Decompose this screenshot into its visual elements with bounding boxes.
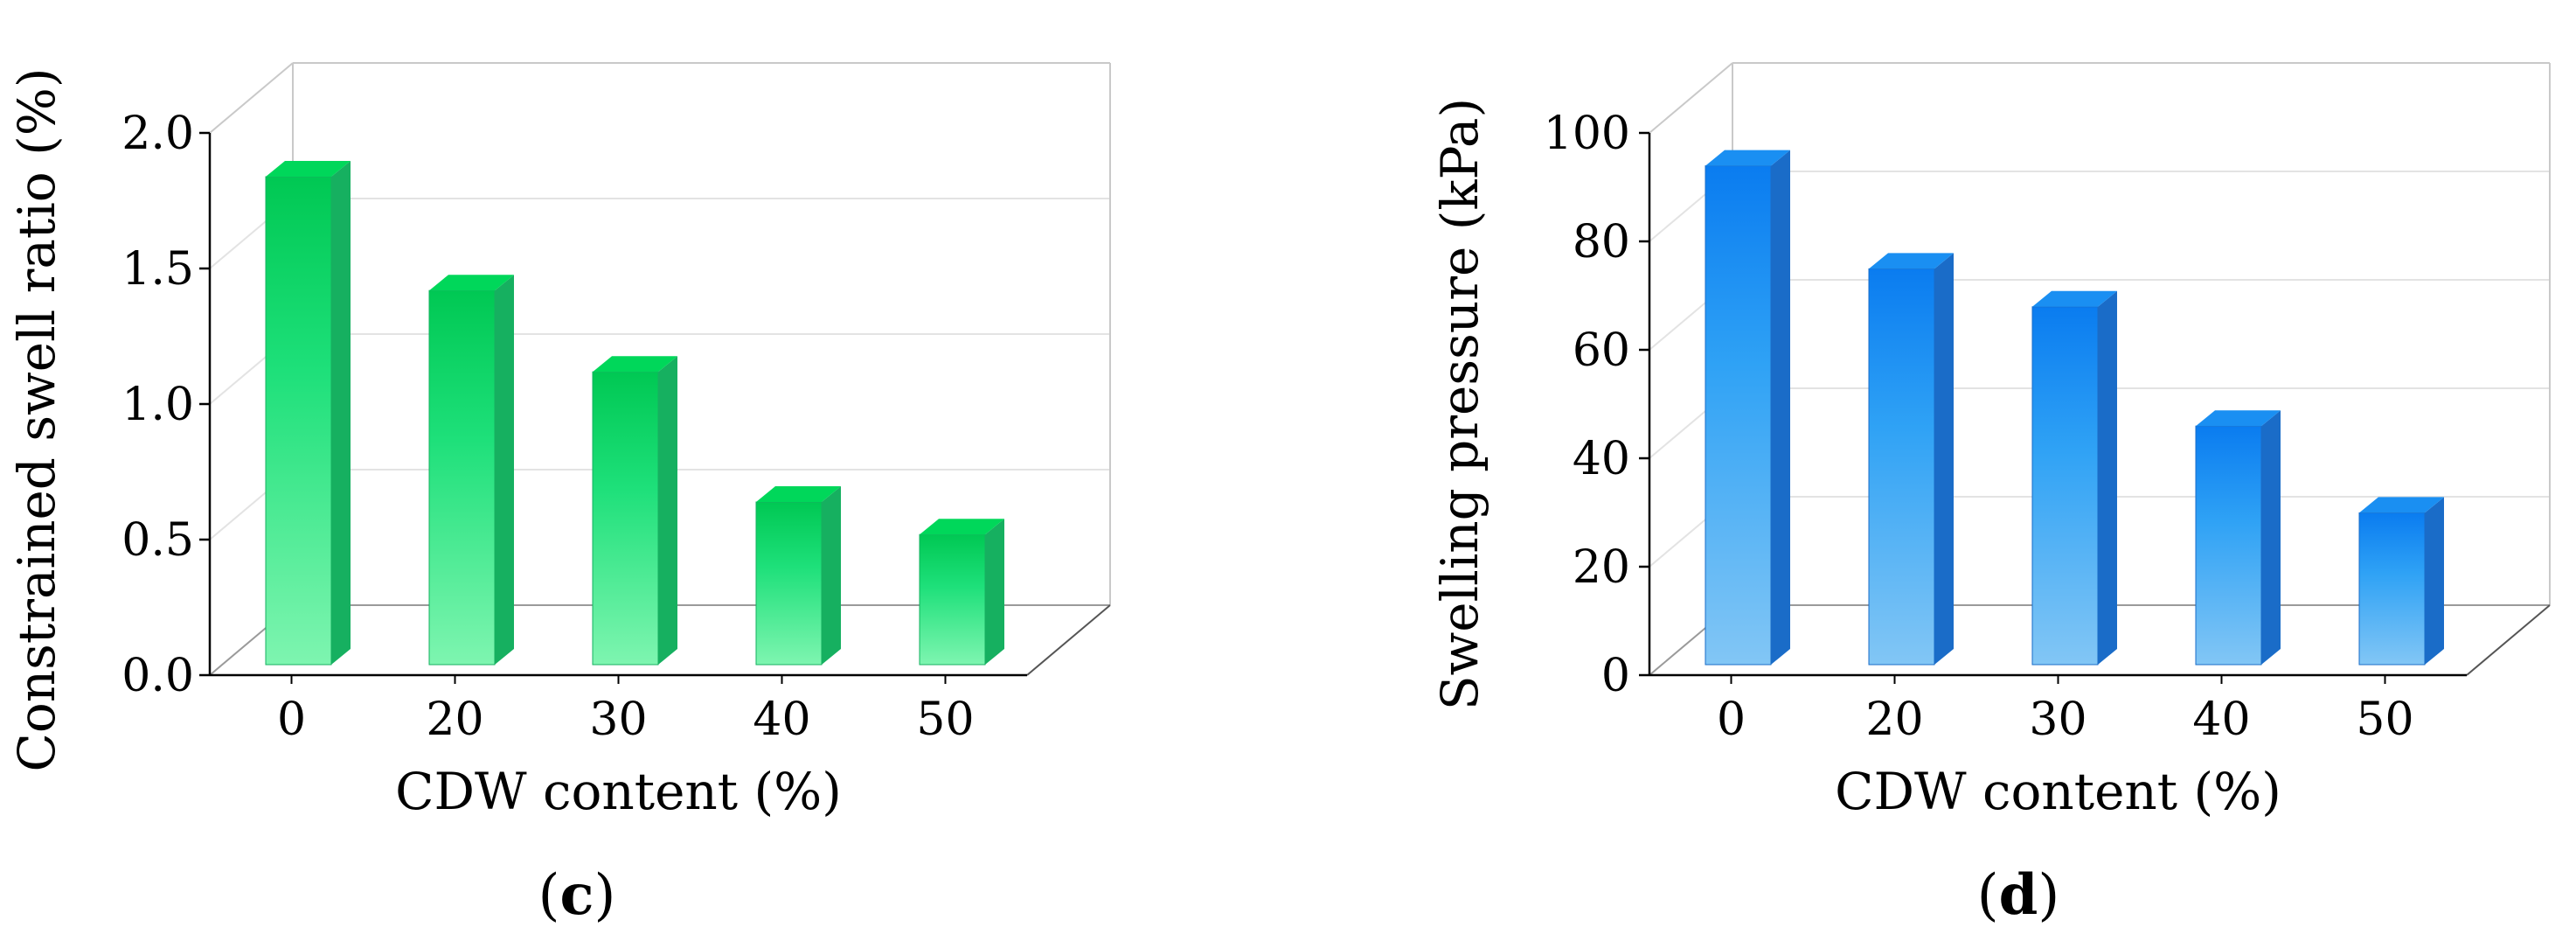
bar-40 xyxy=(2195,425,2262,666)
chart-panel-d: 0 20 40 60 80 100 0 20 30 40 50 CDW content (%) Swel… xyxy=(1430,62,2551,928)
bar-side-40 xyxy=(822,486,841,665)
bar-top-50 xyxy=(920,519,1004,535)
y-tick-label: 2.0 xyxy=(122,108,194,160)
bar-top-40 xyxy=(756,486,841,502)
bar-side-50 xyxy=(985,519,1004,665)
x-tick-label: 40 xyxy=(2192,694,2250,746)
bar-0 xyxy=(1705,165,1772,666)
bar-40 xyxy=(755,501,823,666)
bar-side-0 xyxy=(331,161,351,665)
side-wall-top xyxy=(1649,62,1733,134)
bar-30 xyxy=(592,371,659,666)
bar-0 xyxy=(265,176,332,666)
bar-top-20 xyxy=(429,275,514,291)
bar-side-40 xyxy=(2261,410,2281,665)
chart-panel-c: 0.0 0.5 1.0 1.5 2.0 0 20 30 40 50 CDW content (%) C… xyxy=(7,62,1111,928)
bar-top-0 xyxy=(1705,150,1790,166)
bar-top-50 xyxy=(2359,497,2444,513)
bar-side-20 xyxy=(1934,253,1954,665)
y-tick-label: 0.5 xyxy=(122,514,194,567)
x-tick-label: 0 xyxy=(277,694,306,746)
bar-side-0 xyxy=(1771,150,1790,666)
x-tick-label: 30 xyxy=(2029,694,2086,746)
x-tick-label: 50 xyxy=(2356,694,2413,746)
bar-top-40 xyxy=(2196,410,2281,427)
x-tick-label: 30 xyxy=(589,694,647,746)
y-tick-label: 60 xyxy=(1573,324,1630,377)
x-tick-label: 20 xyxy=(426,694,483,746)
bar-side-30 xyxy=(2098,290,2117,665)
x-tick-label: 40 xyxy=(753,694,810,746)
y-tick-label: 80 xyxy=(1573,216,1630,268)
bar-50 xyxy=(2358,512,2426,666)
bar-20 xyxy=(428,289,496,666)
x-axis-title: CDW content (%) xyxy=(395,762,842,821)
bar-side-50 xyxy=(2425,497,2444,665)
floor-right-edge xyxy=(1026,604,1111,676)
x-axis-title: CDW content (%) xyxy=(1835,762,2281,821)
x-tick-label: 20 xyxy=(1865,694,1923,746)
y-tick-label: 40 xyxy=(1573,433,1630,485)
bar-top-0 xyxy=(266,161,351,177)
x-tick-label: 50 xyxy=(916,694,974,746)
bar-top-20 xyxy=(1869,253,1954,269)
bar-top-30 xyxy=(593,356,677,373)
bar-50 xyxy=(919,533,986,666)
bar-side-30 xyxy=(658,356,677,665)
y-tick-label: 100 xyxy=(1544,108,1630,160)
panel-label: (c) xyxy=(538,862,616,928)
bar-20 xyxy=(1868,268,1935,666)
y-axis-title: Swelling pressure (kPa) xyxy=(1430,98,1489,710)
floor-right-edge xyxy=(2466,604,2551,676)
x-tick-label: 0 xyxy=(1717,694,1746,746)
side-wall-top xyxy=(209,62,294,134)
panel-label: (d) xyxy=(1977,862,2060,928)
y-tick-label: 20 xyxy=(1573,541,1630,594)
y-tick-label: 0.0 xyxy=(122,650,194,702)
bar-30 xyxy=(2031,306,2099,666)
bar-top-30 xyxy=(2032,290,2117,307)
y-axis-title: Constrained swell ratio (%) xyxy=(7,68,66,772)
y-tick-label: 0 xyxy=(1601,650,1630,702)
y-tick-label: 1.0 xyxy=(122,379,194,431)
y-tick-label: 1.5 xyxy=(122,243,194,296)
bar-side-20 xyxy=(495,275,514,665)
